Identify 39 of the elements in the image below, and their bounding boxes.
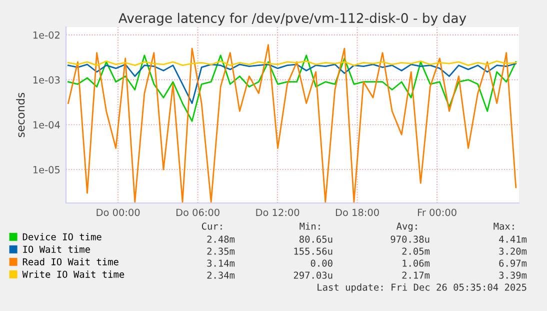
text: 970.38u	[390, 236, 430, 243]
text: 2.48m	[207, 236, 235, 243]
x-tick-label: Do 12:00	[256, 208, 300, 216]
text: 80.65u	[299, 236, 332, 243]
text: 2.35m	[207, 248, 235, 255]
text: 0.00	[310, 260, 332, 267]
text: 3.39m	[499, 272, 527, 279]
y-tick-label: 1e-04	[33, 121, 60, 129]
text: 3.20m	[499, 248, 527, 255]
x-tick-label: Do 18:00	[336, 208, 379, 216]
line-series	[68, 54, 517, 122]
x-tick-label: Do 06:00	[176, 208, 220, 216]
chart-title: Average latency for /dev/pve/vm-112-disk-0 - by day	[118, 12, 466, 26]
legend-label: Write IO Wait time	[22, 270, 124, 278]
text: Avg:	[396, 222, 417, 232]
x-tick-label: Fr 00:00	[418, 208, 456, 216]
text: 3.14m	[207, 260, 235, 267]
text: 297.03u	[294, 272, 332, 279]
text: 2.34m	[207, 272, 235, 279]
text: 2.17m	[402, 272, 430, 279]
text: Max:	[494, 222, 514, 230]
text: 155.56u	[294, 248, 332, 255]
line-series	[68, 44, 517, 203]
y-tick-label: 1e-03	[33, 76, 60, 84]
legend-label: Device IO time	[22, 233, 102, 240]
legend-label: IO Wait time	[23, 246, 90, 253]
text: 1.06m	[402, 260, 430, 267]
text: 2.05m	[402, 248, 430, 255]
legend-label: Read IO Wait time	[22, 258, 118, 266]
x-tick-label: Do 00:00	[96, 208, 140, 216]
text: Cur:	[202, 222, 222, 230]
text: Min:	[300, 222, 320, 230]
text: Last update: Fri Dec 26 05:35:04 2025	[318, 283, 526, 293]
y-axis-title: seconds	[16, 92, 25, 138]
line-series	[68, 62, 517, 104]
y-tick-label: 1e-02	[33, 31, 60, 39]
text: 4.41m	[499, 236, 527, 243]
text: 6.97m	[499, 260, 527, 267]
y-tick-label: 1e-05	[33, 166, 60, 174]
